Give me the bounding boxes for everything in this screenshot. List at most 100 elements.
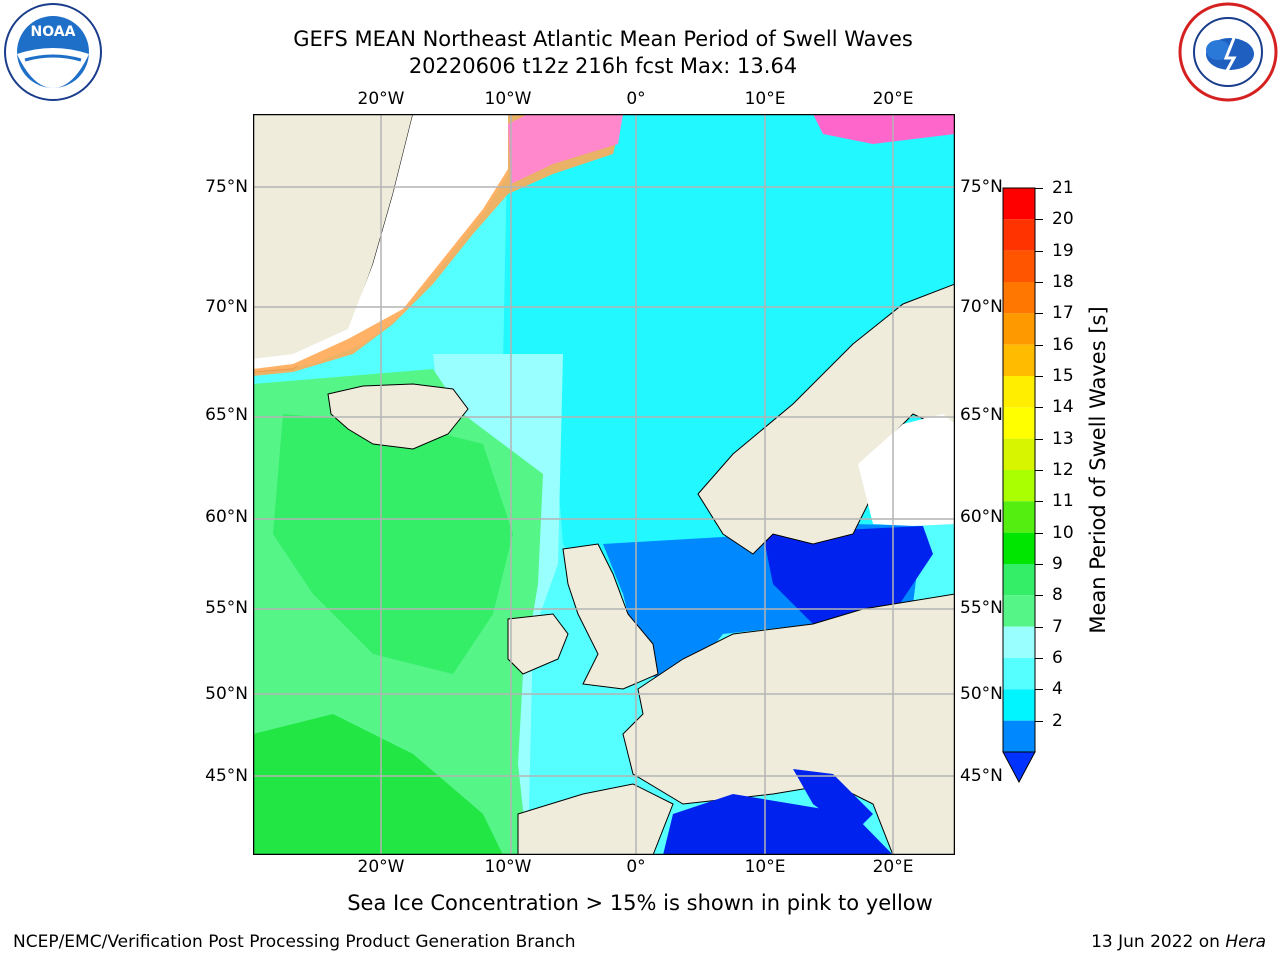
- footer-host: Hera: [1225, 932, 1266, 952]
- colorbar-tick-label: 12: [1052, 460, 1074, 480]
- lon-label-top: 20°W: [357, 89, 405, 109]
- lon-label-top: 10°E: [744, 89, 786, 109]
- colorbar-cell: [1003, 501, 1035, 533]
- map-canvas: [252, 113, 956, 856]
- colorbar-tick-mark: [1035, 344, 1043, 346]
- chart-subtitle: 20220606 t12z 216h fcst Max: 13.64: [408, 54, 798, 78]
- colorbar-cell: [1003, 344, 1035, 376]
- lat-label-right: 65°N: [960, 405, 1003, 425]
- lon-label-top: 20°E: [872, 89, 914, 109]
- colorbar-cell: [1003, 188, 1035, 220]
- sea-ice-note: Sea Ice Concentration > 15% is shown in …: [347, 891, 933, 915]
- colorbar-tick-mark: [1035, 313, 1043, 315]
- colorbar-cell: [1003, 658, 1035, 690]
- colorbar-tick-label: 20: [1052, 209, 1074, 230]
- colorbar-tick-mark: [1035, 595, 1043, 597]
- sea-ice-pink-east: [813, 114, 955, 144]
- colorbar-tick-label: 2: [1052, 710, 1063, 731]
- colorbar-cell: [1003, 626, 1035, 658]
- finland-region: [858, 414, 955, 526]
- colorbar-cell: [1003, 470, 1035, 502]
- colorbar-tick-mark: [1035, 564, 1043, 565]
- colorbar-tick-mark: [1035, 376, 1043, 377]
- lon-label-bottom: 10°W: [484, 857, 532, 877]
- lat-label-right: 60°N: [960, 507, 1003, 527]
- lon-label-bottom: 20°W: [357, 857, 405, 877]
- colorbar-cell: [1003, 438, 1035, 470]
- colorbar-tick-label: 19: [1052, 240, 1074, 261]
- swell-darkblue-baltic-region: [763, 526, 933, 624]
- colorbar-tick-label: 15: [1052, 366, 1074, 386]
- colorbar-tick-label: 14: [1052, 397, 1074, 418]
- continental-europe-land: [622, 593, 956, 856]
- mediterranean-sea: [663, 794, 893, 855]
- lat-label-right: 55°N: [960, 598, 1003, 618]
- swell-green-south-region: [253, 714, 503, 855]
- chart-title: GEFS MEAN Northeast Atlantic Mean Period…: [293, 27, 913, 51]
- colorbar-tick-mark: [1035, 658, 1043, 659]
- colorbar-tick-label: 17: [1052, 303, 1074, 324]
- colorbar-tick-mark: [1035, 188, 1043, 189]
- colorbar-tick-mark: [1035, 438, 1043, 440]
- colorbar-tick-mark: [1035, 720, 1043, 722]
- colorbar-cell: [1003, 250, 1035, 282]
- colorbar-cell: [1003, 689, 1035, 721]
- colorbar-tick-label: 21: [1052, 178, 1074, 198]
- lon-label-bottom: 10°E: [744, 857, 786, 877]
- colorbar-cell: [1003, 595, 1035, 627]
- colorbar-tick-mark: [1035, 470, 1043, 471]
- colorbar-tick-mark: [1035, 407, 1043, 409]
- colorbar-extend-arrow: [1002, 751, 1036, 784]
- lat-label-left: 50°N: [205, 684, 248, 704]
- lon-label-bottom: 20°E: [872, 857, 914, 877]
- svg-text:NOAA: NOAA: [31, 24, 76, 40]
- lon-label-top: 0°: [626, 89, 646, 109]
- lat-label-left: 70°N: [205, 297, 248, 317]
- lat-label-right: 45°N: [960, 766, 1003, 786]
- map-frame: [252, 113, 956, 856]
- colorbar-tick-label: 10: [1052, 522, 1074, 543]
- colorbar-cell: [1003, 313, 1035, 345]
- colorbar-cell: [1003, 219, 1035, 251]
- footer-date: 13 Jun 2022 on Hera: [1091, 932, 1266, 952]
- colorbar-tick-label: 4: [1052, 679, 1063, 700]
- colorbar-tick-mark: [1035, 282, 1043, 283]
- sea-ice-edge: [253, 114, 623, 376]
- colorbar-tick-mark: [1035, 219, 1043, 221]
- colorbar-cell: [1003, 282, 1035, 314]
- footer-date-text: 13 Jun 2022 on: [1091, 932, 1226, 952]
- colorbar-cell: [1003, 376, 1035, 408]
- colorbar-tick-mark: [1035, 532, 1043, 534]
- colorbar-tick-mark: [1035, 250, 1043, 252]
- noaa-logo-icon: NOAA: [3, 2, 103, 102]
- lon-label-bottom: 0°: [626, 857, 646, 877]
- colorbar-tick-label: 18: [1052, 272, 1074, 292]
- colorbar-tick-mark: [1035, 501, 1043, 503]
- map-panel: [252, 113, 956, 856]
- colorbar-cell: [1003, 720, 1035, 752]
- footer-branch: NCEP/EMC/Verification Post Processing Pr…: [13, 932, 576, 952]
- colorbar-tick-label: 8: [1052, 585, 1063, 606]
- colorbar-tick-label: 7: [1052, 616, 1063, 637]
- ireland-land: [507, 613, 569, 675]
- lat-label-left: 45°N: [205, 766, 248, 786]
- sea-ice-pink: [508, 114, 623, 184]
- colorbar-label: Mean Period of Swell Waves [s]: [1086, 306, 1110, 634]
- colorbar-cell: [1003, 532, 1035, 564]
- colorbar-tick-label: 6: [1052, 648, 1063, 668]
- lat-label-right: 50°N: [960, 684, 1003, 704]
- lat-label-left: 60°N: [205, 507, 248, 527]
- colorbar-tick-mark: [1035, 626, 1043, 628]
- colorbar-cell: [1003, 407, 1035, 439]
- lat-label-left: 65°N: [205, 405, 248, 425]
- lon-label-top: 10°W: [484, 89, 532, 109]
- lat-label-right: 70°N: [960, 297, 1003, 317]
- colorbar-tick-label: 9: [1052, 554, 1063, 574]
- colorbar: [1000, 186, 1040, 786]
- lat-label-left: 75°N: [205, 177, 248, 197]
- colorbar-tick-label: 11: [1052, 491, 1074, 512]
- lat-label-left: 55°N: [205, 598, 248, 618]
- national-weather-service-logo-icon: [1178, 2, 1278, 102]
- colorbar-cell: [1003, 564, 1035, 596]
- lat-label-right: 75°N: [960, 177, 1003, 197]
